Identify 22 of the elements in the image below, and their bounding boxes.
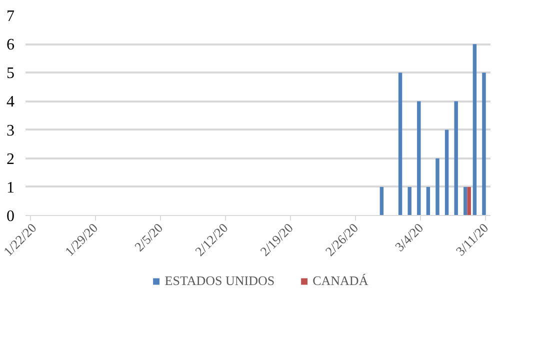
bar — [464, 186, 468, 216]
y-tick-label: 7 — [6, 8, 14, 25]
bar — [426, 186, 430, 216]
y-tick-label: 1 — [6, 179, 14, 196]
bar — [482, 72, 486, 216]
bar — [436, 158, 440, 216]
bar — [380, 186, 384, 216]
bar — [398, 72, 402, 216]
y-tick-label: 2 — [6, 150, 14, 168]
bar — [444, 130, 449, 216]
y-tick-label: 0 — [6, 208, 14, 225]
bar — [467, 186, 471, 216]
bar — [408, 186, 412, 216]
y-tick-label: 4 — [6, 94, 14, 111]
legend-label: ESTADOS UNIDOS — [164, 273, 275, 289]
bar — [454, 101, 458, 216]
y-tick-label: 5 — [6, 65, 14, 82]
bar — [472, 44, 477, 216]
y-tick-label: 3 — [6, 122, 14, 140]
bar — [417, 101, 421, 216]
y-tick-label: 6 — [6, 36, 14, 54]
legend-label: CANADÁ — [312, 273, 368, 289]
